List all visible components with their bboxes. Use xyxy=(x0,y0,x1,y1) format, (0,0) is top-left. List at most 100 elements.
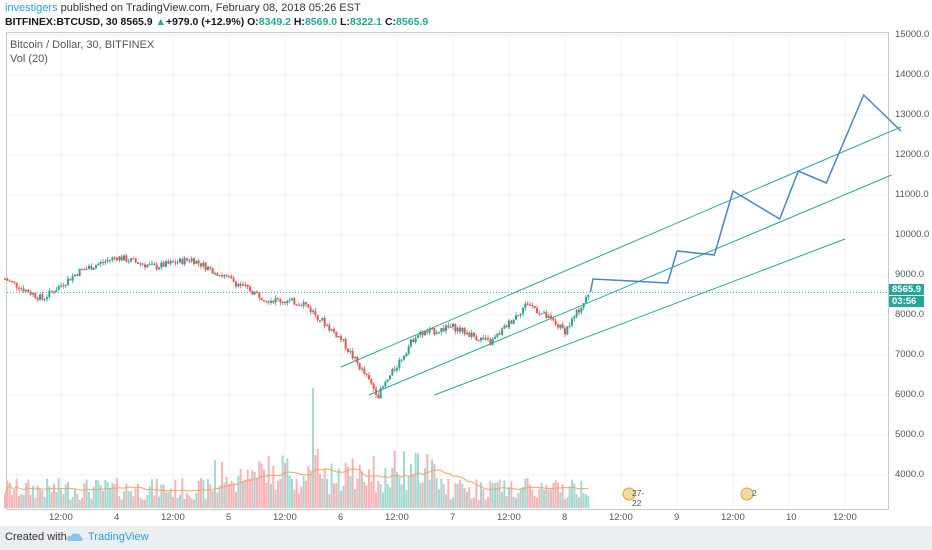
volume-bar xyxy=(57,478,60,508)
time-tick-label: 7 xyxy=(450,512,456,523)
volume-bar xyxy=(146,494,149,508)
candle-body xyxy=(575,309,578,317)
candle-body xyxy=(351,351,354,359)
price-axis[interactable]: 15000.0 14000.0 13000.0 12000.0 11000.0 10000… xyxy=(889,29,932,510)
volume-bar xyxy=(484,499,487,508)
candle-body xyxy=(281,302,284,304)
candle-body xyxy=(172,261,174,263)
candle-body xyxy=(393,369,396,371)
price-tick-label: 15000.0 xyxy=(895,29,930,40)
candle-body xyxy=(214,273,216,275)
volume-bar xyxy=(585,494,587,508)
candle-body xyxy=(125,255,128,262)
candle-body xyxy=(211,268,214,274)
candle-body xyxy=(4,279,6,280)
volume-bar xyxy=(498,479,501,508)
volume-bar xyxy=(382,492,384,508)
volume-bar xyxy=(349,475,352,508)
candle-body xyxy=(554,320,557,325)
candle-body xyxy=(181,258,184,265)
price-tick-label: 7000.0 xyxy=(895,349,925,360)
volume-bar xyxy=(557,482,559,508)
candle-body xyxy=(477,340,480,342)
economic-event-icon[interactable]: 2 xyxy=(740,487,757,503)
candle-body xyxy=(468,332,471,337)
chart-pane[interactable] xyxy=(6,32,889,510)
candle-body xyxy=(407,346,410,354)
volume-bar xyxy=(230,480,233,508)
candle-body xyxy=(36,297,39,300)
candle-body xyxy=(529,304,531,306)
author-link[interactable]: investigers xyxy=(5,2,58,14)
channel-line-upper xyxy=(340,126,902,368)
candle-body xyxy=(538,313,541,315)
volume-bar xyxy=(204,498,207,508)
volume-bar xyxy=(480,482,482,508)
candle-body xyxy=(137,262,139,264)
candle-body xyxy=(550,315,552,319)
volume-bar xyxy=(256,478,258,508)
candle-body xyxy=(519,313,522,316)
candle-body xyxy=(92,268,95,270)
volume-bar xyxy=(118,496,121,508)
candle-body xyxy=(475,336,478,341)
tradingview-link[interactable]: TradingView xyxy=(88,531,149,543)
candle-body xyxy=(22,288,25,292)
volume-bar xyxy=(60,489,62,508)
volume-bar xyxy=(459,479,461,508)
volume-bar xyxy=(400,484,403,508)
series-legend[interactable]: Bitcoin / Dollar, 30, BITFINEX xyxy=(10,39,155,51)
volume-bar xyxy=(442,484,445,508)
price-tick-label: 11000.0 xyxy=(895,189,929,200)
candle-body xyxy=(43,298,46,300)
candle-body xyxy=(291,298,293,300)
candle-body xyxy=(414,337,417,343)
volume-bar xyxy=(260,463,263,508)
time-tick-label: 12:00 xyxy=(609,512,633,523)
volume-bar xyxy=(120,499,123,508)
time-axis[interactable]: 12:00 4 12:00 5 12:00 6 12:00 7 12:00 8 12:00 9 12:0… xyxy=(0,510,889,526)
volume-bar xyxy=(85,479,88,508)
volume-bar xyxy=(445,494,447,508)
candle-body xyxy=(251,291,254,295)
volume-bar xyxy=(55,492,58,508)
candle-body xyxy=(27,289,30,293)
candle-body xyxy=(263,300,265,302)
volume-bar xyxy=(74,489,76,508)
candle-body xyxy=(424,331,426,336)
volume-bar xyxy=(524,478,527,508)
candle-body xyxy=(440,328,443,333)
volume-bar xyxy=(293,489,296,508)
volume-bar xyxy=(116,478,118,508)
volume-bar xyxy=(449,499,452,508)
candle-body xyxy=(470,332,473,337)
earnings-event-icon[interactable]: 27-22 xyxy=(622,487,644,508)
candle-body xyxy=(169,261,172,264)
volume-bar xyxy=(286,458,289,508)
change-value: +979.0 (+12.9%) xyxy=(165,16,245,28)
candle-body xyxy=(566,326,569,335)
volume-bar xyxy=(48,485,51,508)
candle-body xyxy=(498,333,501,335)
volume-bar xyxy=(340,490,342,508)
volume-bar xyxy=(487,496,489,508)
volume-bar xyxy=(351,458,354,508)
candle-body xyxy=(153,263,156,265)
time-tick-label: 12:00 xyxy=(161,512,185,523)
candle-body xyxy=(235,281,237,287)
candle-body xyxy=(174,262,177,264)
channel-line-lower xyxy=(434,238,846,396)
candle-body xyxy=(260,297,263,301)
volume-bar xyxy=(426,453,429,508)
volume-bar xyxy=(32,485,34,508)
candle-body xyxy=(517,315,520,317)
candle-body xyxy=(144,264,146,268)
volume-bar xyxy=(370,481,373,508)
volume-bar xyxy=(552,483,555,508)
candle-body xyxy=(277,298,279,300)
volume-legend[interactable]: Vol (20) xyxy=(10,53,48,65)
candle-body xyxy=(88,265,90,269)
candle-body xyxy=(426,331,429,333)
volume-bar xyxy=(510,481,513,508)
